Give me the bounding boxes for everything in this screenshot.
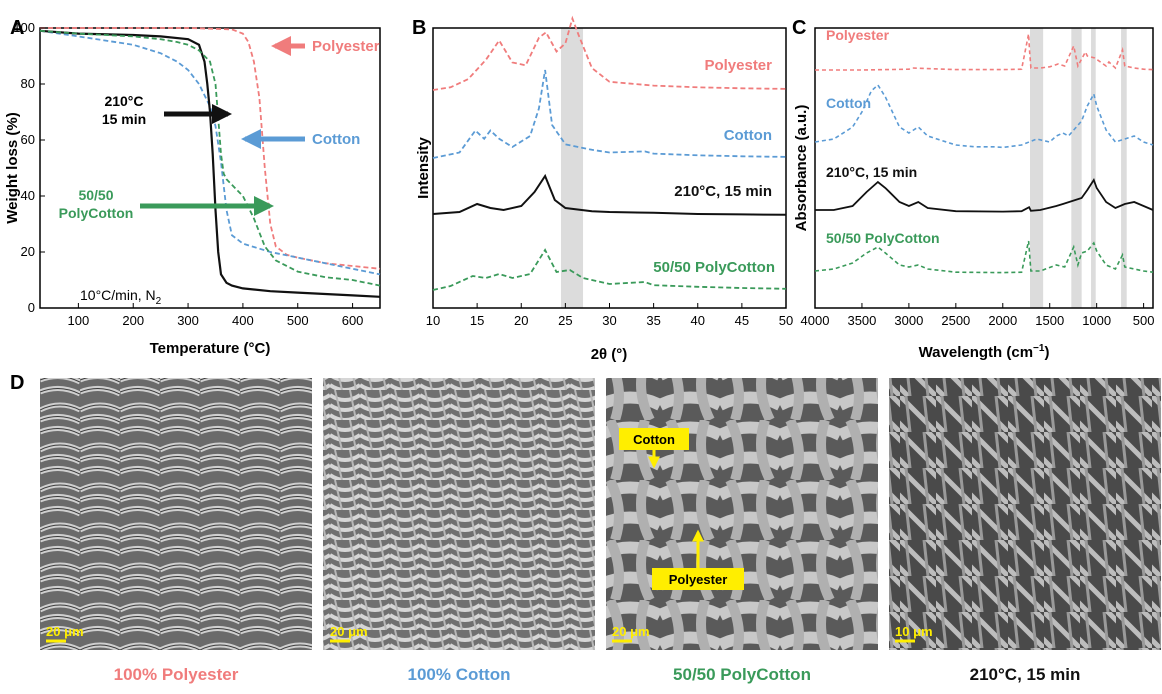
ftir-y-axis-label: Absorbance (a.u.)	[793, 105, 810, 232]
ftir-band-0	[1030, 28, 1044, 308]
tga-series-3	[39, 29, 381, 287]
tga-ytick-label-3: 60	[21, 132, 35, 147]
xrd-series-0	[432, 15, 787, 91]
tga-label-treated-line1: 210°C	[104, 93, 143, 109]
sem-caption-polyester: 100% Polyester	[114, 665, 239, 684]
sem-tag-cotton: Cotton	[633, 432, 675, 447]
sem-images: 20 μm 20 μm 20 μm 10 μm Cotton Polyester…	[40, 378, 1161, 684]
xrd-xtick-label-2: 20	[514, 313, 528, 328]
xrd-series-label-1: Cotton	[724, 127, 772, 144]
xrd-series-2	[432, 173, 787, 216]
xrd-series-label-3: 50/50 PolyCotton	[653, 259, 775, 276]
tga-label-polycotton-line1: 50/50	[78, 187, 113, 203]
tga-ytick-label-2: 40	[21, 188, 35, 203]
tga-label-treated-line2: 15 min	[102, 111, 146, 127]
tga-ytick-label-4: 80	[21, 76, 35, 91]
ftir-xtick-label-5: 1500	[1035, 313, 1064, 328]
tga-xtick-label-1: 200	[122, 313, 144, 328]
tga-ytick-label-0: 0	[28, 300, 35, 315]
xrd-series-label-2: 210°C, 15 min	[674, 183, 772, 200]
ftir-series-label-3: 50/50 PolyCotton	[826, 230, 940, 246]
ftir-xtick-label-0: 4000	[801, 313, 830, 328]
sem-tag-polyester: Polyester	[669, 572, 728, 587]
sem-tag-polyester-bg	[652, 568, 744, 590]
xrd-xtick-label-7: 45	[735, 313, 749, 328]
sem-tag-cotton-bg	[619, 428, 689, 450]
tga-label-polycotton-line2: PolyCotton	[59, 205, 134, 221]
xrd-xtick-label-8: 50	[779, 313, 793, 328]
xrd-x-axis-label: 2θ (°)	[591, 346, 628, 363]
xrd-xtick-label-3: 25	[558, 313, 572, 328]
ftir-band-1	[1071, 28, 1082, 308]
xrd-xtick-label-4: 30	[602, 313, 616, 328]
panel-letter-c: C	[792, 17, 806, 39]
tga-xtick-label-3: 400	[232, 313, 254, 328]
tga-ytick-label-5: 100	[13, 20, 35, 35]
xrd-highlight-band	[560, 28, 584, 308]
xrd-y-axis-label: Intensity	[415, 137, 432, 199]
ftir-xtick-label-4: 2000	[988, 313, 1017, 328]
tga-plot-frame	[39, 27, 381, 309]
ftir-chart: Polyester Cotton 210°C, 15 min 50/50 PolyCo…	[793, 27, 1154, 361]
ftir-series-0	[815, 33, 1154, 71]
tga-ytick-label-1: 20	[21, 244, 35, 259]
panel-letter-b: B	[412, 17, 426, 39]
panel-letter-d: D	[10, 372, 24, 394]
xrd-series-3	[432, 248, 787, 291]
sem-image-cotton	[323, 378, 595, 650]
tga-xtick-label-4: 500	[287, 313, 309, 328]
tga-x-axis-label: Temperature (°C)	[150, 340, 271, 357]
ftir-series-3	[814, 240, 1154, 274]
xrd-xtick-label-1: 15	[470, 313, 484, 328]
tga-condition-label: 10°C/min, N2	[80, 287, 162, 307]
ftir-series-label-2: 210°C, 15 min	[826, 164, 917, 180]
xrd-chart: Polyester Cotton 210°C, 15 min 50/50 PolyCo…	[415, 15, 793, 363]
ftir-series-label-1: Cotton	[826, 95, 871, 111]
ftir-xtick-label-1: 3500	[847, 313, 876, 328]
tga-label-polyester: Polyester	[312, 38, 380, 55]
xrd-xtick-label-5: 35	[646, 313, 660, 328]
ftir-plot-frame	[814, 27, 1154, 309]
xrd-series-1	[432, 69, 787, 159]
sem-scale-polyester: 20 μm	[46, 624, 84, 639]
tga-chart: 100 200 300 400 500 600 0 20 40 60 80 100 Temperat…	[4, 20, 381, 357]
sem-image-treated	[889, 378, 1161, 650]
tga-label-cotton: Cotton	[312, 131, 360, 148]
xrd-xtick-label-6: 40	[691, 313, 705, 328]
sem-scale-polycotton: 20 μm	[612, 624, 650, 639]
ftir-xtick-label-6: 1000	[1082, 313, 1111, 328]
ftir-band-3	[1121, 28, 1127, 308]
panel-letter-a: A	[10, 17, 24, 39]
tga-xtick-label-0: 100	[68, 313, 90, 328]
sem-scale-cotton: 20 μm	[330, 624, 368, 639]
sem-image-polyester	[40, 378, 312, 650]
sem-scale-treated: 10 μm	[895, 624, 933, 639]
sem-image-polycotton	[606, 378, 878, 650]
tga-y-axis-label: Weight loss (%)	[4, 112, 21, 223]
tga-series-1	[39, 29, 381, 276]
ftir-band-2	[1091, 28, 1096, 308]
ftir-series-label-0: Polyester	[826, 27, 890, 43]
tga-series-2	[39, 29, 381, 298]
ftir-xtick-label-2: 3000	[894, 313, 923, 328]
ftir-series-2	[815, 177, 1154, 213]
tga-xtick-label-2: 300	[177, 313, 199, 328]
sem-caption-treated: 210°C, 15 min	[970, 665, 1081, 684]
xrd-xtick-label-0: 10	[426, 313, 440, 328]
tga-xtick-label-5: 600	[342, 313, 364, 328]
ftir-series-1	[814, 83, 1154, 149]
sem-caption-cotton: 100% Cotton	[408, 665, 511, 684]
sem-caption-polycotton: 50/50 PolyCotton	[673, 665, 811, 684]
ftir-xtick-label-7: 500	[1133, 313, 1155, 328]
ftir-x-axis-label: Wavelength (cm−1)	[919, 343, 1050, 361]
ftir-xtick-label-3: 2500	[941, 313, 970, 328]
xrd-series-label-0: Polyester	[704, 57, 772, 74]
